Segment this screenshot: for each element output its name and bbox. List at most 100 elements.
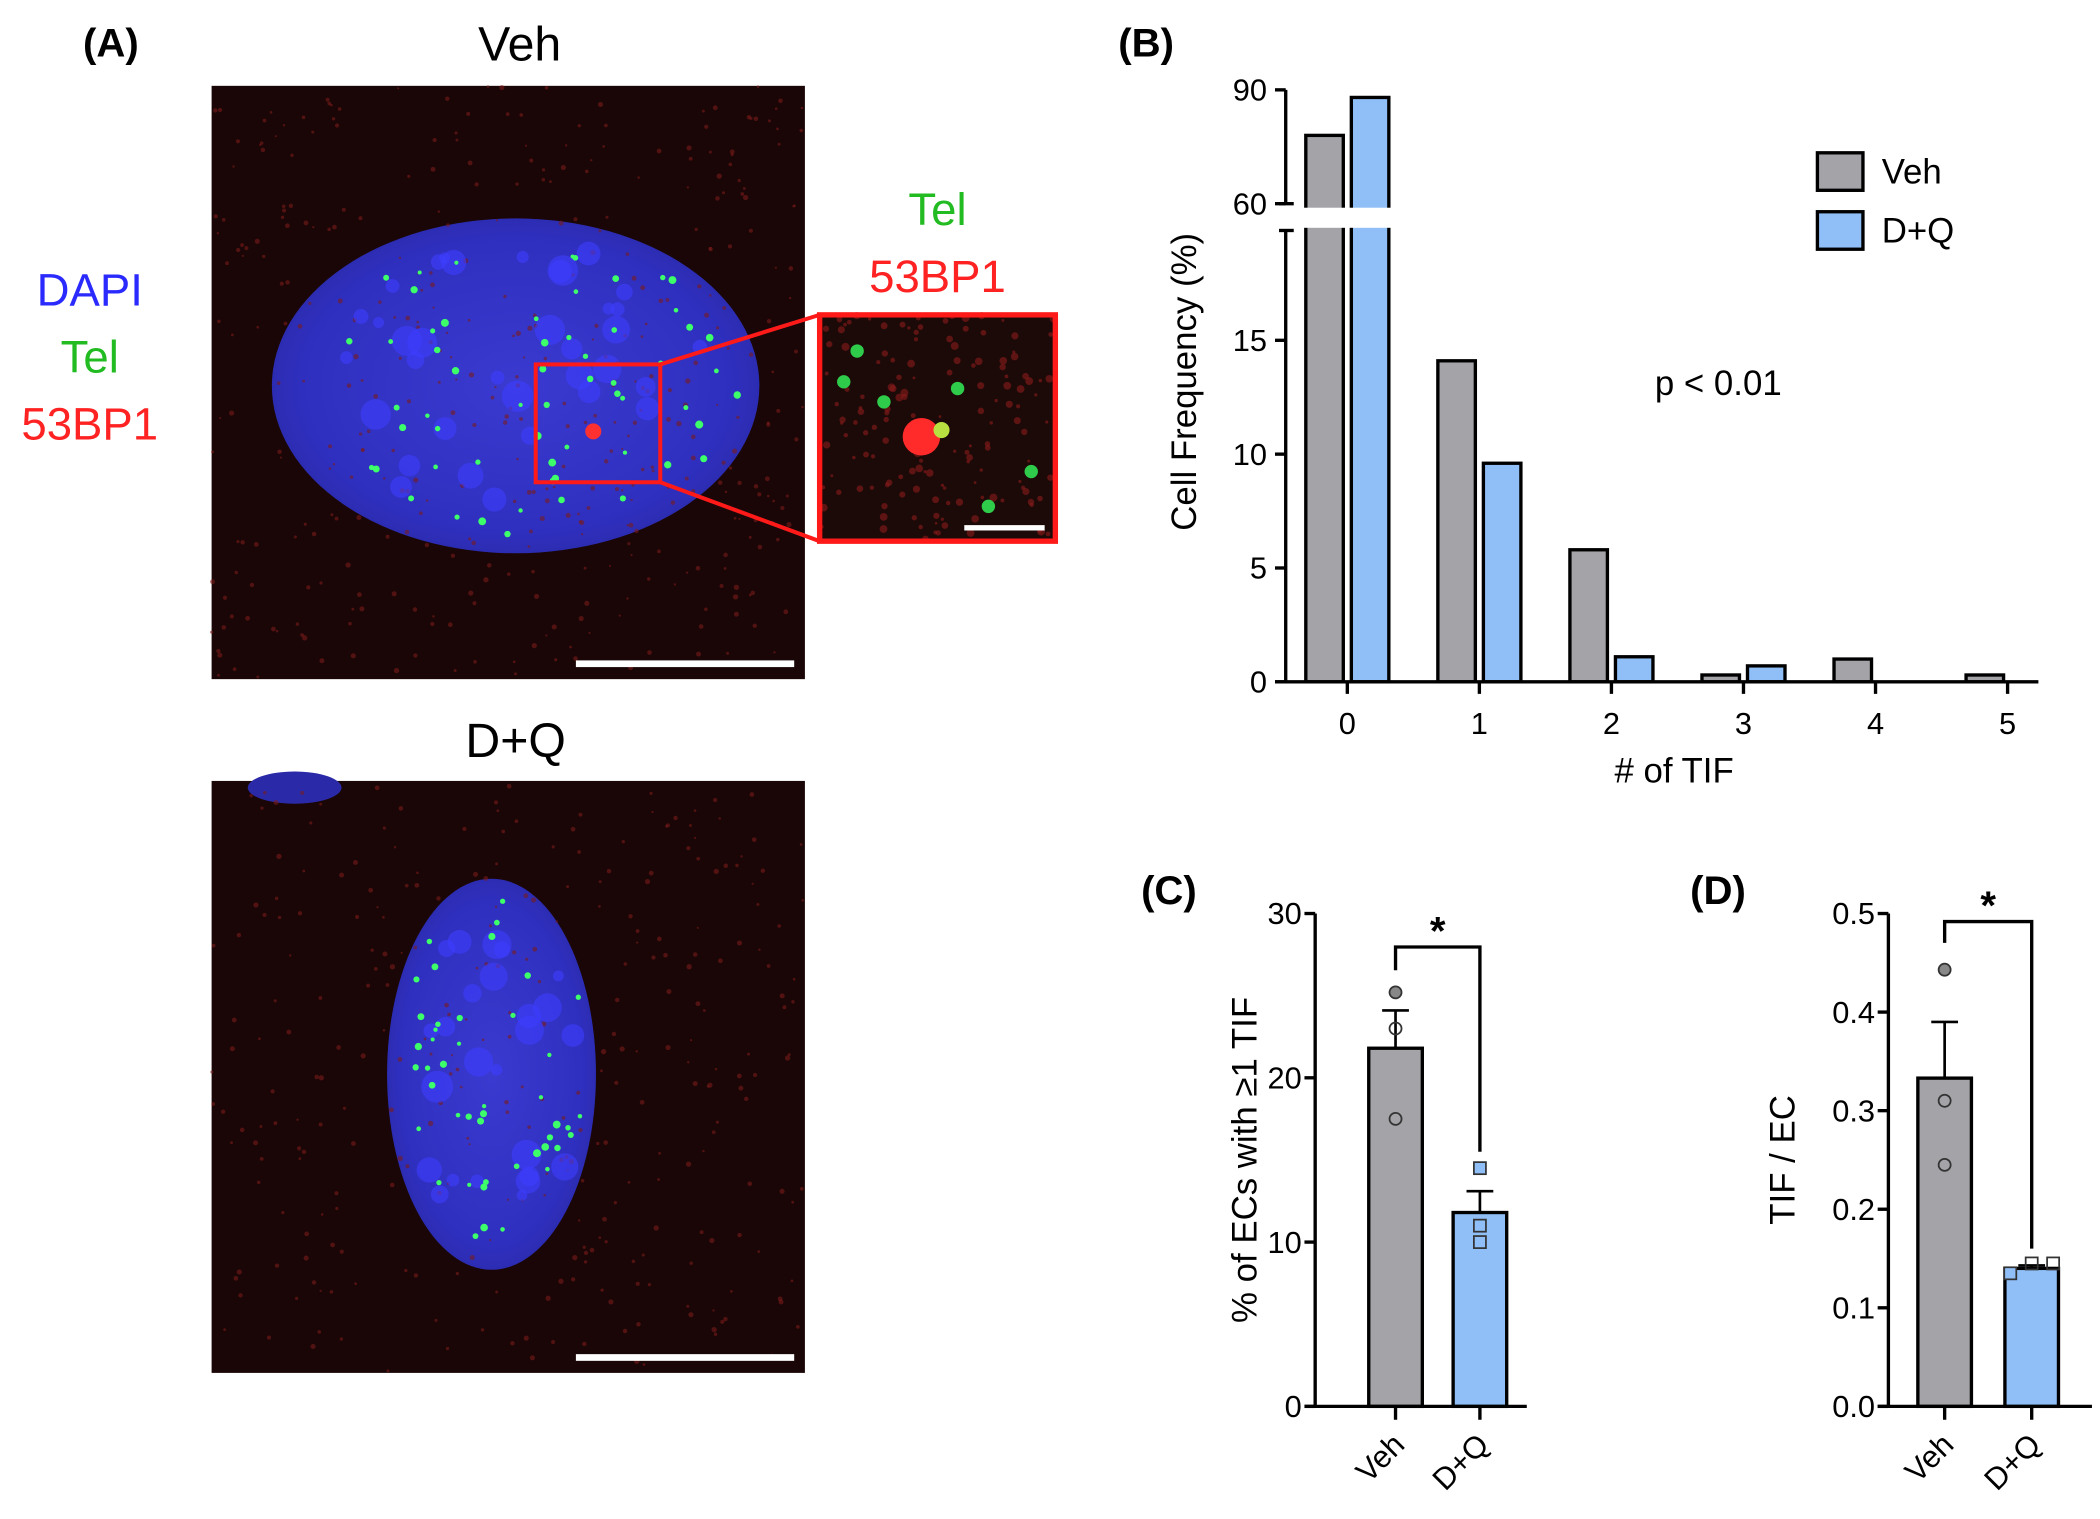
y-axis-title: Cell Frequency (%): [1165, 233, 1204, 531]
telomere-spot: [454, 514, 460, 520]
red-speckle: [626, 597, 629, 600]
red-speckle: [345, 562, 351, 568]
red-speckle: [506, 783, 512, 789]
red-speckle: [233, 1275, 239, 1281]
red-speckle: [742, 194, 749, 201]
dapi-spot: [511, 1139, 542, 1170]
y-axis-title: TIF / EC: [1764, 1095, 1803, 1225]
telomere-spot: [513, 1163, 520, 1170]
telomere-spot: [614, 390, 621, 397]
panel-label: (C): [1141, 868, 1197, 913]
red-speckle: [611, 1031, 617, 1037]
red-speckle: [871, 424, 878, 430]
red-speckle: [685, 1161, 692, 1167]
telomere-spot: [683, 405, 689, 411]
red-speckle: [780, 505, 785, 511]
red-speckle: [718, 958, 723, 964]
red-speckle: [630, 498, 633, 502]
red-speckle: [730, 153, 734, 157]
telomere-spot: [456, 1041, 462, 1046]
red-speckle: [980, 495, 985, 500]
red-speckle: [726, 651, 730, 655]
red-speckle: [917, 324, 924, 330]
red-speckle: [569, 645, 572, 649]
dapi-spot: [551, 1153, 579, 1181]
red-speckle: [357, 592, 362, 598]
telomere-spot: [434, 425, 441, 432]
red-speckle: [973, 481, 977, 484]
telomere-spot: [430, 328, 436, 334]
red-speckle: [912, 376, 916, 380]
red-speckle: [416, 871, 419, 875]
red-speckle: [393, 667, 400, 674]
red-speckle: [908, 467, 916, 475]
red-speckle: [301, 115, 306, 120]
red-speckle: [529, 529, 533, 534]
red-speckle: [561, 1115, 566, 1120]
red-speckle: [823, 441, 831, 449]
dapi-spot: [423, 1023, 439, 1039]
red-speckle: [749, 792, 755, 797]
red-speckle: [573, 656, 578, 661]
red-speckle: [523, 356, 526, 359]
telomere-spot: [433, 464, 438, 470]
red-speckle: [685, 378, 691, 384]
dapi-spot: [373, 317, 385, 329]
red-speckle: [723, 1316, 728, 1322]
red-speckle: [236, 247, 241, 253]
red-speckle: [1029, 502, 1034, 508]
red-speckle: [566, 885, 570, 889]
red-speckle: [606, 868, 612, 874]
red-speckle: [953, 449, 957, 453]
red-speckle: [229, 410, 235, 416]
red-speckle: [642, 1363, 646, 1366]
telomere-spot: [454, 260, 459, 265]
red-speckle: [889, 385, 897, 393]
telomere-spot: [877, 395, 891, 409]
red-speckle: [339, 1337, 343, 1341]
telomere-spot: [500, 1227, 505, 1232]
red-speckle: [1013, 417, 1021, 425]
red-speckle: [711, 1130, 716, 1134]
telomere-spot: [480, 1223, 488, 1232]
red-speckle: [940, 517, 944, 521]
red-speckle: [979, 468, 983, 472]
red-speckle: [714, 1067, 718, 1071]
red-speckle: [1003, 381, 1012, 390]
red-speckle: [495, 1290, 499, 1294]
red-speckle: [544, 85, 549, 90]
red-speckle: [938, 415, 942, 418]
red-speckle: [489, 1238, 492, 1242]
telomere-spot: [540, 338, 549, 347]
red-speckle: [425, 499, 429, 502]
red-speckle: [910, 413, 916, 419]
red-speckle: [856, 485, 864, 493]
red-speckle: [256, 1180, 261, 1185]
red-speckle: [792, 204, 796, 208]
red-speckle: [597, 101, 604, 108]
red-speckle: [639, 1099, 645, 1105]
red-speckle: [604, 1240, 608, 1244]
red-speckle: [303, 1255, 309, 1261]
red-speckle: [843, 322, 847, 327]
red-speckle: [747, 1052, 751, 1056]
red-speckle: [545, 1172, 549, 1176]
red-speckle: [869, 485, 875, 490]
red-speckle: [602, 1216, 607, 1222]
red-speckle: [647, 650, 652, 655]
telomere-spot: [664, 461, 672, 469]
red-speckle: [350, 653, 356, 659]
telomere-spot: [620, 395, 626, 401]
red-speckle: [318, 1122, 323, 1127]
red-speckle: [391, 448, 395, 453]
red-speckle: [455, 138, 459, 142]
telomere-spot: [660, 274, 666, 281]
dapi-spot: [602, 302, 615, 315]
red-speckle: [560, 165, 566, 171]
red-speckle: [622, 1328, 628, 1334]
red-speckle: [582, 1341, 587, 1347]
red-speckle: [577, 124, 581, 128]
red-speckle: [327, 227, 331, 232]
red-speckle: [311, 1280, 317, 1285]
scale-bar-top: [575, 660, 795, 668]
